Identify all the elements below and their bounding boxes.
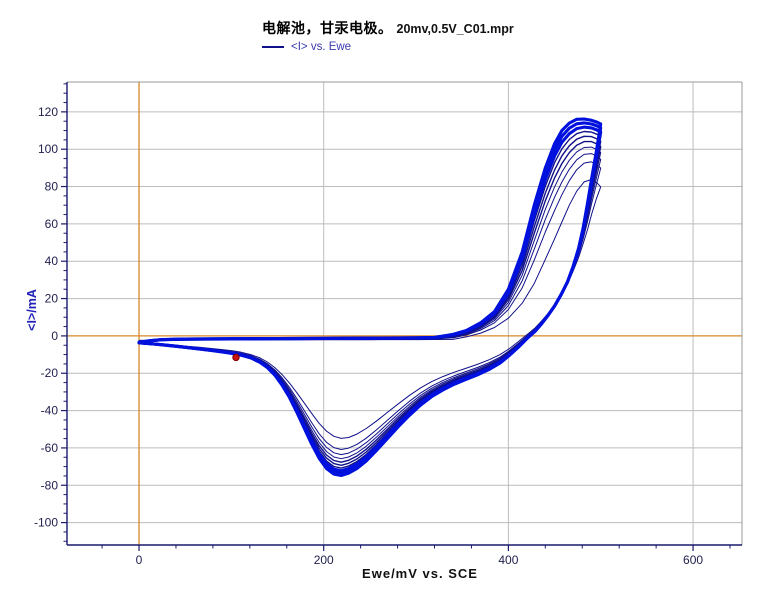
legend-line-icon (262, 46, 284, 48)
legend-label: <I> vs. Ewe (291, 41, 352, 53)
cv-cycle-trace (138, 179, 602, 439)
cv-cycle-trace (137, 121, 603, 475)
chart-title-chinese: 电解池，甘汞电极。 (262, 20, 393, 36)
cv-cycle-trace (138, 146, 602, 460)
cv-cycle-trace (138, 135, 602, 466)
y-tick-label: 0 (51, 329, 58, 343)
y-tick-label: -40 (41, 404, 59, 418)
y-tick-label: -80 (41, 478, 59, 492)
y-tick-label: 120 (38, 105, 58, 119)
y-tick-label: 20 (45, 292, 59, 306)
x-tick-label: 200 (314, 553, 334, 567)
chart-title-filename: 20mv,0.5V_C01.mpr (396, 22, 514, 36)
y-tick-label: 80 (45, 180, 59, 194)
cv-cycle-trace (137, 117, 603, 478)
data-point-marker (232, 353, 240, 362)
cv-cycle-trace (138, 140, 602, 463)
chart-title: 电解池，甘汞电极。 20mv,0.5V_C01.mpr (262, 18, 514, 38)
x-axis-title: Ewe/mV vs. SCE (362, 566, 478, 581)
y-tick-label: -20 (41, 366, 59, 380)
cv-cycle-trace (138, 153, 602, 456)
x-tick-label: 400 (498, 553, 518, 567)
y-tick-label: 40 (45, 254, 59, 268)
chart-legend: <I> vs. Ewe (262, 41, 351, 53)
y-tick-label: 60 (45, 217, 59, 231)
x-tick-label: 0 (136, 553, 143, 567)
x-tick-label: 600 (683, 553, 703, 567)
y-tick-label: -100 (34, 516, 58, 530)
y-tick-label: 100 (38, 142, 58, 156)
cv-cycle-trace (138, 161, 602, 450)
cv-cycle-trace (138, 130, 602, 469)
y-tick-label: -60 (41, 441, 59, 455)
